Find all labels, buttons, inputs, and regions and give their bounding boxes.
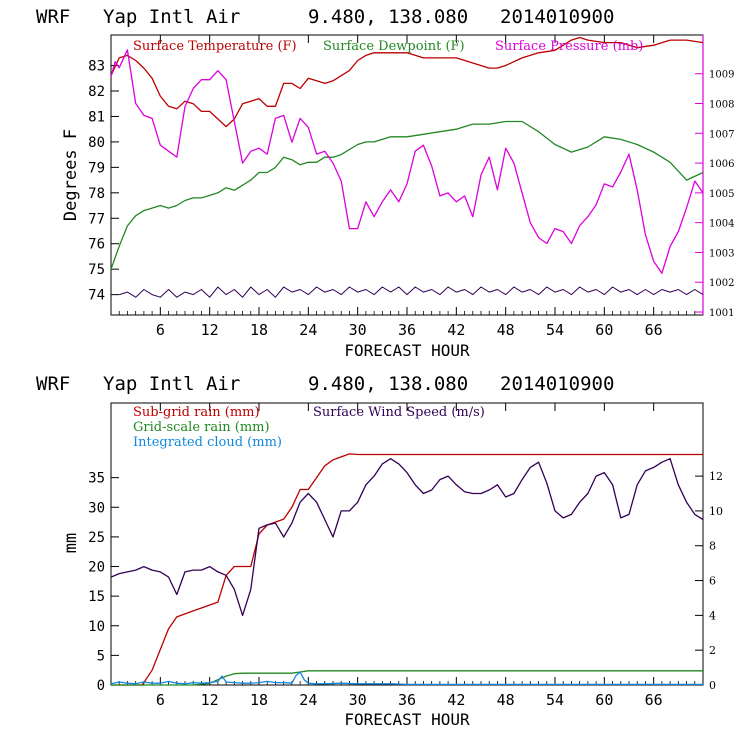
series-surface-dewpoint-f (110, 120, 704, 270)
series-surface-wind-speed-m-s (110, 458, 704, 617)
y-tick-label: 25 (88, 530, 105, 546)
y2-tick-label: 1006 (709, 159, 734, 170)
y2-tick-label: 6 (709, 575, 716, 588)
axes: 6 12 18 24 30 36 42 48 54 60 660510152025303502468… (88, 403, 723, 709)
series-sub-grid-rain-mm (111, 453, 703, 686)
station-label: Yap Intl Air (103, 6, 240, 28)
y-tick-label: 79 (88, 160, 105, 176)
y2-tick-label: 1007 (709, 129, 734, 140)
y2-tick-label: 1008 (709, 100, 734, 111)
x-tick-label: 60 (595, 321, 613, 339)
y2-tick-label: 12 (709, 470, 723, 483)
legend-integrated-cloud: Integrated cloud (mm) (133, 435, 282, 450)
x-tick-label: 30 (349, 691, 367, 709)
x-axis-label: FORECAST HOUR (344, 710, 470, 729)
y-tick-label: 20 (88, 560, 105, 576)
y2-tick-label: 1002 (709, 278, 734, 289)
legend-pressure: Surface Pressure (mb) (495, 39, 643, 54)
precipitation-panel: WRF Yap Intl Air 9.480, 138.080 20140109… (36, 373, 723, 729)
station-label: Yap Intl Air (103, 373, 240, 395)
x-tick-label: 66 (645, 691, 663, 709)
legend-subgrid-rain: Sub-grid rain (mm) (133, 405, 260, 420)
init-time-label: 2014010900 (500, 6, 614, 28)
y-tick-label: 74 (88, 288, 105, 304)
init-time-label: 2014010900 (500, 373, 614, 395)
series-surface-pressure-mb (110, 49, 704, 274)
legend-wind-speed: Surface Wind Speed (m/s) (313, 405, 485, 420)
x-tick-label: 60 (595, 691, 613, 709)
y-tick-label: 0 (97, 678, 105, 694)
y2-tick-label: 1003 (709, 248, 734, 259)
legend-dewpoint: Surface Dewpoint (F) (323, 39, 465, 54)
y-tick-label: 80 (88, 135, 105, 151)
x-tick-label: 6 (156, 691, 165, 709)
series-layer (110, 36, 704, 298)
model-label: WRF (36, 6, 70, 28)
x-tick-label: 54 (546, 321, 564, 339)
axes: 6 12 18 24 30 36 42 48 54 60 66 74 75 76 77 78 79 80 81 82 8… (88, 35, 734, 339)
x-tick-label: 36 (398, 691, 416, 709)
series-grid-scale-rain-mm (111, 670, 703, 686)
y-tick-label: 35 (88, 471, 105, 487)
y2-tick-label: 4 (709, 609, 716, 622)
series-layer (110, 453, 704, 686)
x-tick-label: 24 (299, 321, 317, 339)
x-axis-label: FORECAST HOUR (344, 341, 470, 360)
y2-tick-label: 10 (709, 505, 723, 518)
coords-label: 9.480, 138.080 (308, 6, 468, 28)
x-tick-label: 24 (299, 691, 317, 709)
y-tick-label: 15 (88, 589, 105, 605)
y-tick-label: 75 (88, 262, 105, 278)
y-tick-label: 5 (97, 648, 105, 664)
x-tick-label: 12 (201, 691, 219, 709)
y2-tick-label: 1001 (709, 308, 734, 319)
x-tick-label: 42 (447, 691, 465, 709)
x-tick-label: 30 (349, 321, 367, 339)
series-wind-barbs (119, 286, 704, 298)
y-tick-label: 83 (88, 59, 105, 75)
legend-temperature: Surface Temperature (F) (133, 39, 297, 54)
y2-tick-label: 1009 (709, 70, 734, 81)
x-tick-label: 12 (201, 321, 219, 339)
y2-tick-label: 8 (709, 540, 716, 553)
legend-gridscale-rain: Grid-scale rain (mm) (133, 420, 270, 435)
y-axis-label: mm (61, 533, 81, 553)
y2-tick-label: 1005 (709, 189, 734, 200)
y-tick-label: 81 (88, 109, 105, 125)
x-tick-label: 42 (447, 321, 465, 339)
x-tick-label: 66 (645, 321, 663, 339)
temperature-panel: WRF Yap Intl Air 9.480, 138.080 20140109… (36, 6, 734, 360)
y-tick-label: 30 (88, 500, 105, 516)
y-tick-label: 10 (88, 619, 105, 635)
series-integrated-cloud-mm (110, 671, 703, 686)
y-tick-label: 82 (88, 84, 105, 100)
y-tick-label: 76 (88, 237, 105, 253)
x-tick-label: 6 (156, 321, 165, 339)
x-tick-label: 48 (497, 321, 515, 339)
y-tick-label: 78 (88, 186, 105, 202)
y2-tick-label: 2 (709, 644, 716, 657)
x-tick-label: 36 (398, 321, 416, 339)
coords-label: 9.480, 138.080 (308, 373, 468, 395)
y-axis-label: Degrees F (61, 129, 81, 221)
y2-tick-label: 1004 (709, 219, 734, 230)
y-tick-label: 77 (88, 211, 105, 227)
x-tick-label: 18 (250, 691, 268, 709)
y2-tick-label: 0 (709, 679, 716, 692)
plot-frame (110, 34, 704, 316)
x-tick-label: 48 (497, 691, 515, 709)
model-label: WRF (36, 373, 70, 395)
x-tick-label: 18 (250, 321, 268, 339)
x-tick-label: 54 (546, 691, 564, 709)
